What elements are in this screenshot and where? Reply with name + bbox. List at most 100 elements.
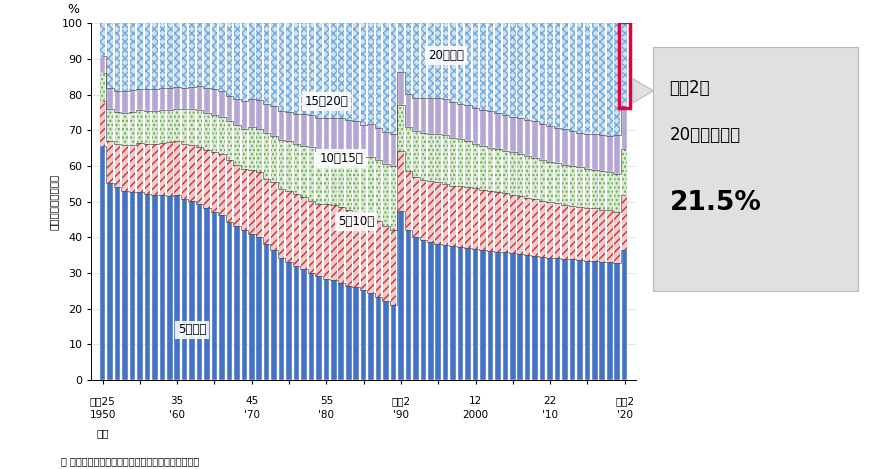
Bar <box>406 94 411 127</box>
Bar <box>570 166 575 206</box>
Bar <box>398 72 404 105</box>
Bar <box>212 152 217 212</box>
Bar <box>107 109 113 141</box>
Bar <box>450 186 456 246</box>
Bar <box>480 146 486 190</box>
Bar <box>234 165 240 226</box>
Bar <box>592 170 598 208</box>
Bar <box>279 189 285 257</box>
Bar <box>249 170 254 234</box>
Bar <box>167 196 172 380</box>
Bar <box>212 115 217 152</box>
Bar <box>361 125 367 158</box>
Bar <box>584 23 591 134</box>
Bar <box>346 286 352 380</box>
Bar <box>294 23 300 114</box>
Bar <box>226 23 233 96</box>
Bar <box>361 158 367 216</box>
Text: '80: '80 <box>319 410 334 420</box>
Bar <box>107 109 113 141</box>
Bar <box>264 179 269 244</box>
Bar <box>294 144 300 194</box>
Bar <box>115 144 120 188</box>
Bar <box>421 23 426 98</box>
Bar <box>525 23 530 120</box>
Bar <box>458 186 463 247</box>
Bar <box>182 23 187 88</box>
Bar <box>287 141 292 191</box>
Bar <box>241 169 247 230</box>
Bar <box>614 174 620 212</box>
Bar <box>391 230 396 305</box>
Bar <box>159 110 165 143</box>
Bar <box>525 120 530 156</box>
Bar <box>622 195 627 250</box>
Bar <box>272 182 277 250</box>
Bar <box>473 189 478 249</box>
Bar <box>339 23 344 118</box>
Bar <box>547 162 553 203</box>
Text: 令和2: 令和2 <box>615 396 634 406</box>
Bar <box>495 149 501 192</box>
Bar <box>264 179 269 244</box>
Bar <box>346 120 352 153</box>
Bar <box>540 201 545 257</box>
Bar <box>525 156 530 198</box>
Bar <box>450 186 456 246</box>
Bar <box>204 208 210 380</box>
Bar <box>614 263 620 380</box>
Bar <box>398 23 404 72</box>
Bar <box>279 257 285 380</box>
Bar <box>398 151 404 211</box>
Bar <box>174 109 180 142</box>
Bar <box>234 23 240 99</box>
Bar <box>174 142 180 195</box>
Bar <box>167 142 172 196</box>
Bar <box>241 230 247 380</box>
Bar <box>272 23 277 106</box>
Bar <box>622 195 627 250</box>
Bar <box>100 73 105 101</box>
Bar <box>517 154 523 197</box>
Bar <box>383 23 388 132</box>
Bar <box>622 250 627 380</box>
Bar <box>122 23 128 91</box>
Bar <box>503 23 508 115</box>
Bar <box>442 135 449 184</box>
FancyBboxPatch shape <box>653 47 858 291</box>
Bar <box>189 145 195 201</box>
Bar <box>346 210 352 286</box>
Bar <box>495 23 501 113</box>
Bar <box>398 105 404 151</box>
Text: '60: '60 <box>169 410 186 420</box>
Bar <box>540 257 545 380</box>
Bar <box>174 23 180 87</box>
Text: 20年以上同居: 20年以上同居 <box>670 126 740 144</box>
Bar <box>592 261 598 380</box>
Bar <box>279 140 285 189</box>
Bar <box>122 145 128 190</box>
Bar <box>525 198 530 255</box>
Bar <box>137 110 143 143</box>
Bar <box>398 211 404 380</box>
Bar <box>323 279 329 380</box>
Bar <box>488 111 493 148</box>
Bar <box>115 23 120 91</box>
Bar <box>540 23 545 124</box>
Bar <box>272 136 277 182</box>
Bar <box>182 144 187 199</box>
Bar <box>137 110 143 143</box>
Bar <box>137 192 143 380</box>
Bar <box>130 23 135 90</box>
Bar <box>100 56 105 73</box>
Bar <box>488 191 493 251</box>
Bar <box>241 129 247 169</box>
Bar <box>488 23 493 111</box>
Bar <box>532 23 538 121</box>
Bar <box>145 90 150 112</box>
Bar <box>174 142 180 195</box>
Bar <box>219 91 225 117</box>
Text: '10: '10 <box>542 410 558 420</box>
Bar <box>122 145 128 190</box>
Bar <box>264 244 269 380</box>
